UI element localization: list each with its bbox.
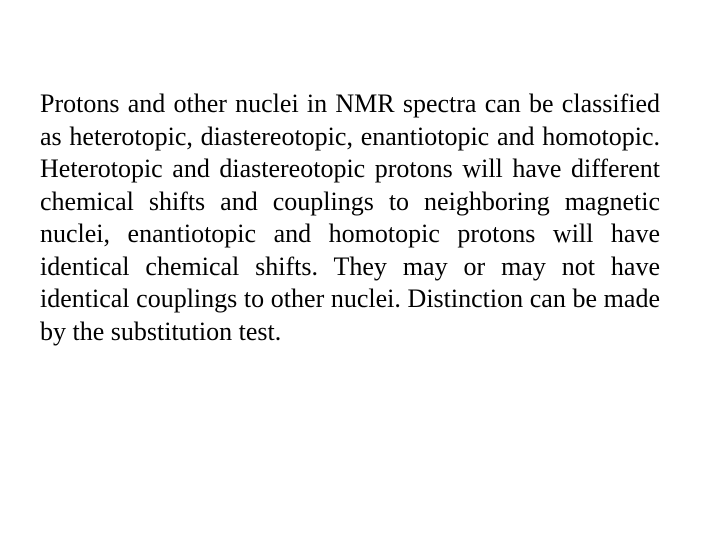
body-paragraph: Protons and other nuclei in NMR spectra … xyxy=(40,88,660,348)
document-page: Protons and other nuclei in NMR spectra … xyxy=(0,0,720,540)
